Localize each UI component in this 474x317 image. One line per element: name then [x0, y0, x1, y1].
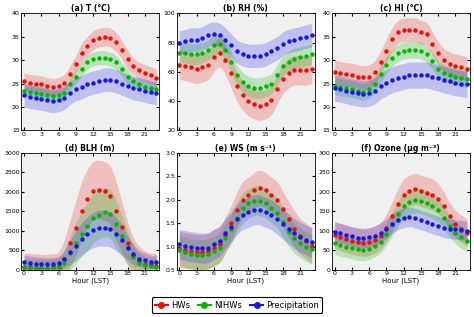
Title: (c) HI (°C): (c) HI (°C)	[380, 4, 422, 13]
Legend: HWs, NIHWs, Precipitation: HWs, NIHWs, Precipitation	[152, 297, 322, 313]
Title: (f) Ozone (μg m⁻³): (f) Ozone (μg m⁻³)	[362, 144, 440, 153]
Title: (b) RH (%): (b) RH (%)	[223, 4, 268, 13]
Title: (d) BLH (m): (d) BLH (m)	[65, 144, 115, 153]
X-axis label: Hour (LST): Hour (LST)	[72, 278, 109, 284]
X-axis label: Hour (LST): Hour (LST)	[227, 278, 264, 284]
X-axis label: Hour (LST): Hour (LST)	[382, 278, 419, 284]
Title: (a) T (°C): (a) T (°C)	[71, 4, 110, 13]
Title: (e) WS (m s⁻¹): (e) WS (m s⁻¹)	[215, 144, 276, 153]
